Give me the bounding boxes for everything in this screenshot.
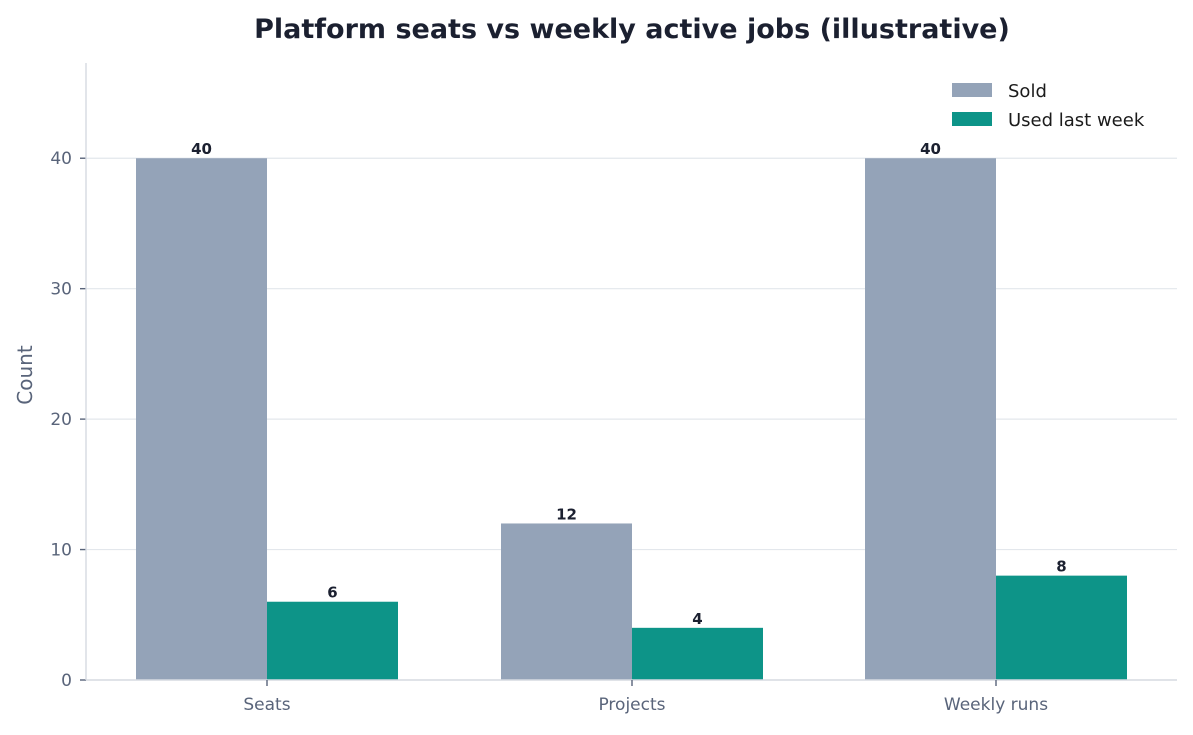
y-axis-label: Count	[13, 345, 37, 405]
bar-value-label: 8	[1056, 558, 1066, 576]
chart-title: Platform seats vs weekly active jobs (il…	[254, 14, 1010, 45]
axes: 0 10 20 30 40 Seats Projects Weekly runs	[50, 63, 1177, 715]
bars	[136, 158, 1127, 680]
y-tick-label: 0	[61, 671, 72, 691]
data-labels: 40 12 40 6 4 8	[191, 140, 1067, 628]
y-tick-label: 40	[50, 149, 72, 169]
bar-value-label: 4	[692, 610, 702, 628]
bar-value-label: 12	[556, 505, 577, 523]
bar-value-label: 6	[327, 584, 337, 602]
bar-used-last-week	[632, 627, 763, 680]
bar-sold	[501, 523, 632, 680]
y-tick-label: 30	[50, 280, 72, 300]
legend-label: Used last week	[1008, 110, 1145, 131]
bar-used-last-week	[996, 575, 1127, 680]
y-tick-label: 10	[50, 541, 72, 561]
legend-swatch	[952, 112, 992, 126]
bar-sold	[865, 158, 996, 680]
bar-value-label: 40	[920, 140, 941, 158]
bar-used-last-week	[267, 601, 398, 680]
legend: Sold Used last week	[952, 81, 1145, 131]
y-tick-label: 20	[50, 410, 72, 430]
x-tick-label: Seats	[243, 695, 290, 715]
legend-label: Sold	[1008, 81, 1047, 102]
bar-sold	[136, 158, 267, 680]
x-tick-label: Weekly runs	[944, 695, 1048, 715]
x-tick-label: Projects	[598, 695, 665, 715]
legend-swatch	[952, 83, 992, 97]
bar-value-label: 40	[191, 140, 212, 158]
